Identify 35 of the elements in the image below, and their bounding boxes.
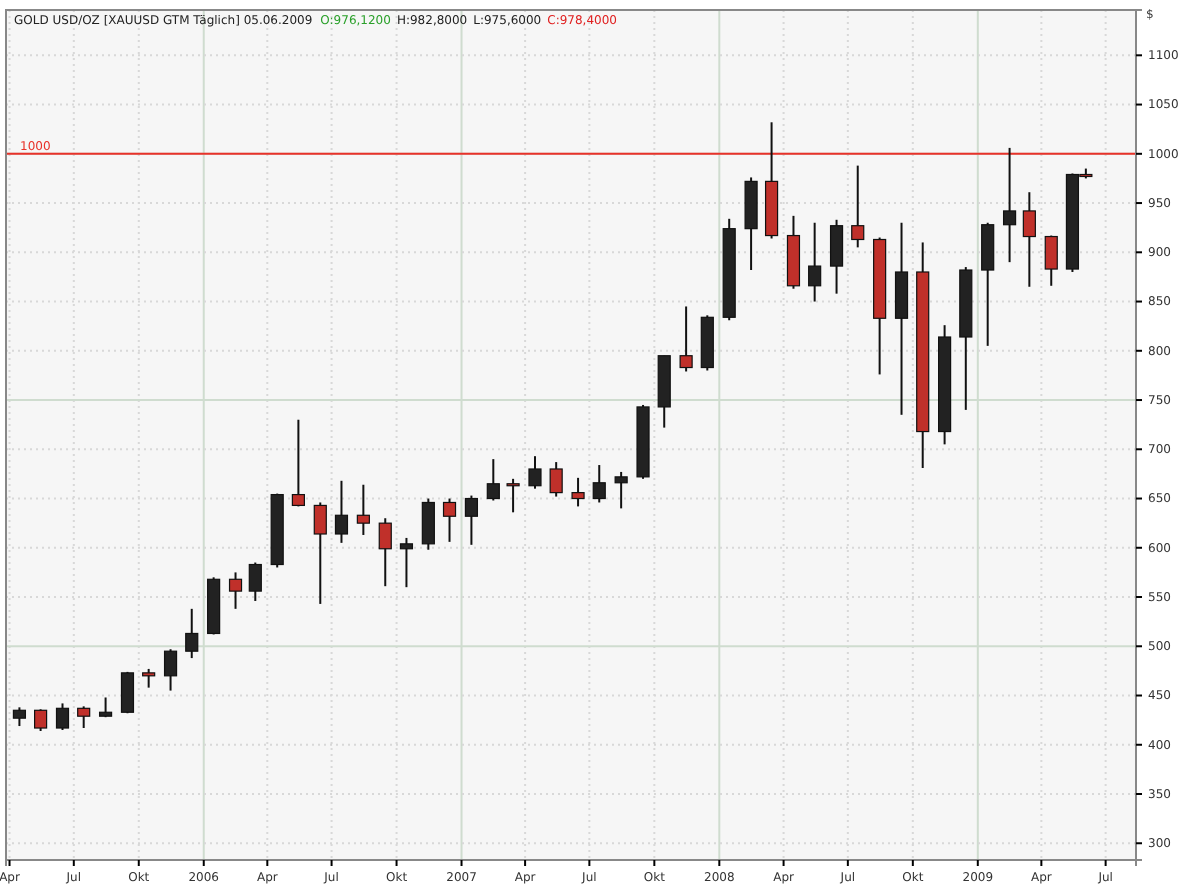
candlestick xyxy=(528,455,542,490)
candlestick xyxy=(378,517,392,588)
candlestick xyxy=(313,501,327,605)
candlestick xyxy=(549,461,563,498)
candlestick xyxy=(679,305,693,373)
candlestick xyxy=(464,494,479,546)
candlestick xyxy=(894,221,909,416)
candlestick xyxy=(851,164,865,249)
candlestick xyxy=(185,607,199,660)
candlestick xyxy=(571,476,585,508)
candlestick xyxy=(981,221,995,347)
candlestick xyxy=(592,464,606,504)
candlestick xyxy=(1002,146,1017,264)
candlestick xyxy=(1022,191,1036,288)
candlestick xyxy=(248,561,262,602)
candlestick xyxy=(34,708,48,732)
candlestick xyxy=(808,221,822,303)
candlestick xyxy=(142,667,156,689)
candlestick xyxy=(614,470,628,510)
candlestick xyxy=(334,479,349,544)
candlestick xyxy=(228,571,243,610)
candlestick xyxy=(421,497,435,551)
candlestick xyxy=(12,706,27,728)
candlestick xyxy=(291,418,305,508)
candlestick xyxy=(829,218,844,295)
candlestick xyxy=(356,483,370,536)
candlestick xyxy=(744,176,758,272)
candlestick xyxy=(399,536,414,589)
candlestick xyxy=(506,477,520,514)
candlestick xyxy=(1044,234,1058,287)
candlestick xyxy=(442,497,457,543)
candlestick xyxy=(55,702,70,731)
candlestick xyxy=(163,648,178,692)
candlestick xyxy=(77,705,91,730)
candlestick xyxy=(486,458,500,502)
